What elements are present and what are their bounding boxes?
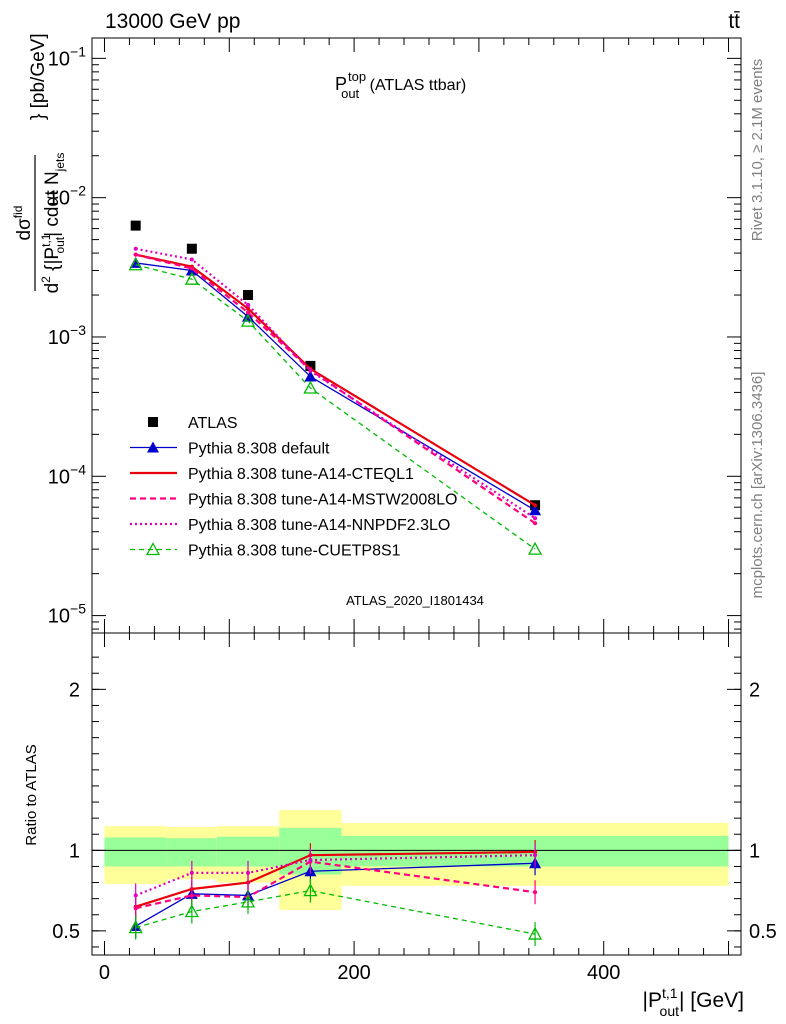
main-point-mstw-0 (133, 252, 138, 257)
rivet-version-label: Rivet 3.1.10, ≥ 2.1M events (749, 59, 766, 242)
main-y-axis-title: dσfid d2 {|Pt,1out| cdαt Njets } [pb/GeV… (11, 33, 67, 293)
main-y-tick-label-4: 10−5 (48, 601, 86, 628)
ratio-point-mstw-4 (533, 890, 538, 895)
main-point-atlas-0 (130, 220, 141, 231)
svg-text:dσfid: dσfid (11, 206, 35, 241)
ratio-y-tick-label-right-0: 0.5 (749, 921, 777, 943)
x-tick-label-2: 400 (587, 962, 620, 984)
legend-marker-cuetp8s1 (145, 542, 161, 556)
main-y-tick-exponent-2: −3 (70, 322, 86, 338)
main-y-tick-exponent-4: −5 (70, 601, 86, 617)
main-point-cuetp8s1-4 (527, 541, 543, 555)
main-y-tick-mantissa-4: 10 (48, 606, 70, 628)
ratio-point-cuetp8s1-2 (240, 894, 256, 908)
ratio-point-nnpdf-2 (246, 870, 251, 875)
main-point-default-3 (304, 370, 317, 382)
ratio-y-tick-label-right-2: 2 (749, 679, 760, 701)
main-point-atlas-3 (305, 360, 316, 371)
ratio-plot-frame (91, 632, 742, 956)
legend-label-cteql1: Pythia 8.308 tune-A14-CTEQL1 (188, 466, 414, 483)
main-point-mstw-4 (533, 521, 538, 526)
header-process: 13000 GeV pp (105, 10, 240, 33)
ratio-point-cuetp8s1-1 (184, 904, 199, 918)
ratio-y-tick-label-1: 1 (69, 840, 80, 862)
x-tick-label-1: 200 (337, 962, 370, 984)
ratio-y-tick-label-0: 0.5 (52, 921, 80, 943)
main-point-default-4 (529, 504, 542, 516)
ratio-point-mstw-1 (189, 893, 194, 898)
uncertainty-band-inner-0 (104, 837, 167, 867)
ratio-y-tick-label-right-1: 1 (749, 840, 760, 862)
legend-label-cuetp8s1: Pythia 8.308 tune-CUETP8S1 (188, 543, 401, 560)
main-point-atlas-2 (243, 290, 254, 301)
legend-marker-default (147, 441, 159, 453)
legend-label-default: Pythia 8.308 default (188, 441, 330, 458)
main-point-cteql1-2 (246, 306, 251, 311)
main-y-tick-label-1: 10−2 (48, 183, 86, 210)
main-point-mstw-1 (189, 266, 194, 271)
svg-text:} [pb/GeV]: } [pb/GeV] (28, 33, 49, 120)
mcplots-label: mcplots.cern.ch [arXiv:1306.3436] (749, 372, 766, 599)
ratio-point-nnpdf-0 (133, 893, 138, 898)
main-y-tick-mantissa-1: 10 (48, 188, 70, 210)
legend-label-mstw: Pythia 8.308 tune-A14-MSTW2008LO (188, 492, 457, 509)
main-y-tick-mantissa-3: 10 (48, 466, 70, 488)
main-point-cuetp8s1-0 (128, 257, 143, 271)
main-y-tick-exponent-3: −4 (70, 461, 86, 477)
main-point-cuetp8s1-3 (303, 380, 318, 394)
main-point-atlas-1 (186, 243, 197, 254)
main-point-cteql1-4 (533, 503, 538, 508)
x-tick-label-0: 0 (99, 962, 110, 984)
main-point-nnpdf-0 (133, 246, 138, 251)
main-y-tick-exponent-1: −2 (70, 183, 86, 199)
ratio-y-tick-label-2: 2 (69, 679, 80, 701)
main-y-tick-exponent-0: −1 (70, 43, 86, 59)
main-y-tick-label-0: 10−1 (48, 43, 86, 70)
ratio-point-mstw-0 (133, 906, 138, 911)
ratio-y-axis-title: Ratio to ATLAS (23, 744, 40, 845)
main-point-nnpdf-3 (308, 368, 313, 373)
ratio-point-cuetp8s1-0 (128, 920, 143, 934)
main-y-tick-label-2: 10−3 (48, 322, 86, 349)
main-point-cuetp8s1-2 (240, 313, 256, 327)
main-point-nnpdf-4 (533, 516, 538, 521)
ratio-point-nnpdf-4 (533, 853, 538, 858)
main-point-nnpdf-1 (189, 257, 194, 262)
ratio-line-cuetp8s1 (135, 889, 536, 935)
watermark: ATLAS_2020_I1801434 (346, 593, 484, 608)
main-y-tick-label-3: 10−4 (48, 461, 86, 488)
legend-label-atlas: ATLAS (188, 415, 238, 432)
svg-text:d2 {|Pt,1out| cdαt Njets: d2 {|Pt,1out| cdαt Njets (39, 153, 67, 294)
legend-marker-atlas (148, 417, 158, 427)
main-point-cuetp8s1-1 (184, 271, 199, 285)
legend-label-nnpdf: Pythia 8.308 tune-A14-NNPDF2.3LO (188, 517, 450, 534)
main-plot-title: Ptop out (ATLAS ttbar) (335, 69, 466, 101)
main-line-cuetp8s1 (135, 264, 536, 550)
x-axis-title: |Pt,1 out| [GeV] (643, 985, 745, 1019)
main-point-nnpdf-2 (246, 302, 251, 307)
ratio-point-nnpdf-1 (189, 870, 194, 875)
main-point-mstw-2 (246, 310, 251, 315)
main-y-tick-mantissa-2: 10 (48, 327, 70, 349)
header-final-state: tt̄ (728, 10, 740, 33)
ratio-point-cuetp8s1-4 (527, 926, 543, 940)
main-y-tick-mantissa-0: 10 (48, 48, 70, 70)
ratio-point-cuetp8s1-3 (303, 883, 318, 897)
ratio-point-nnpdf-3 (308, 858, 313, 863)
